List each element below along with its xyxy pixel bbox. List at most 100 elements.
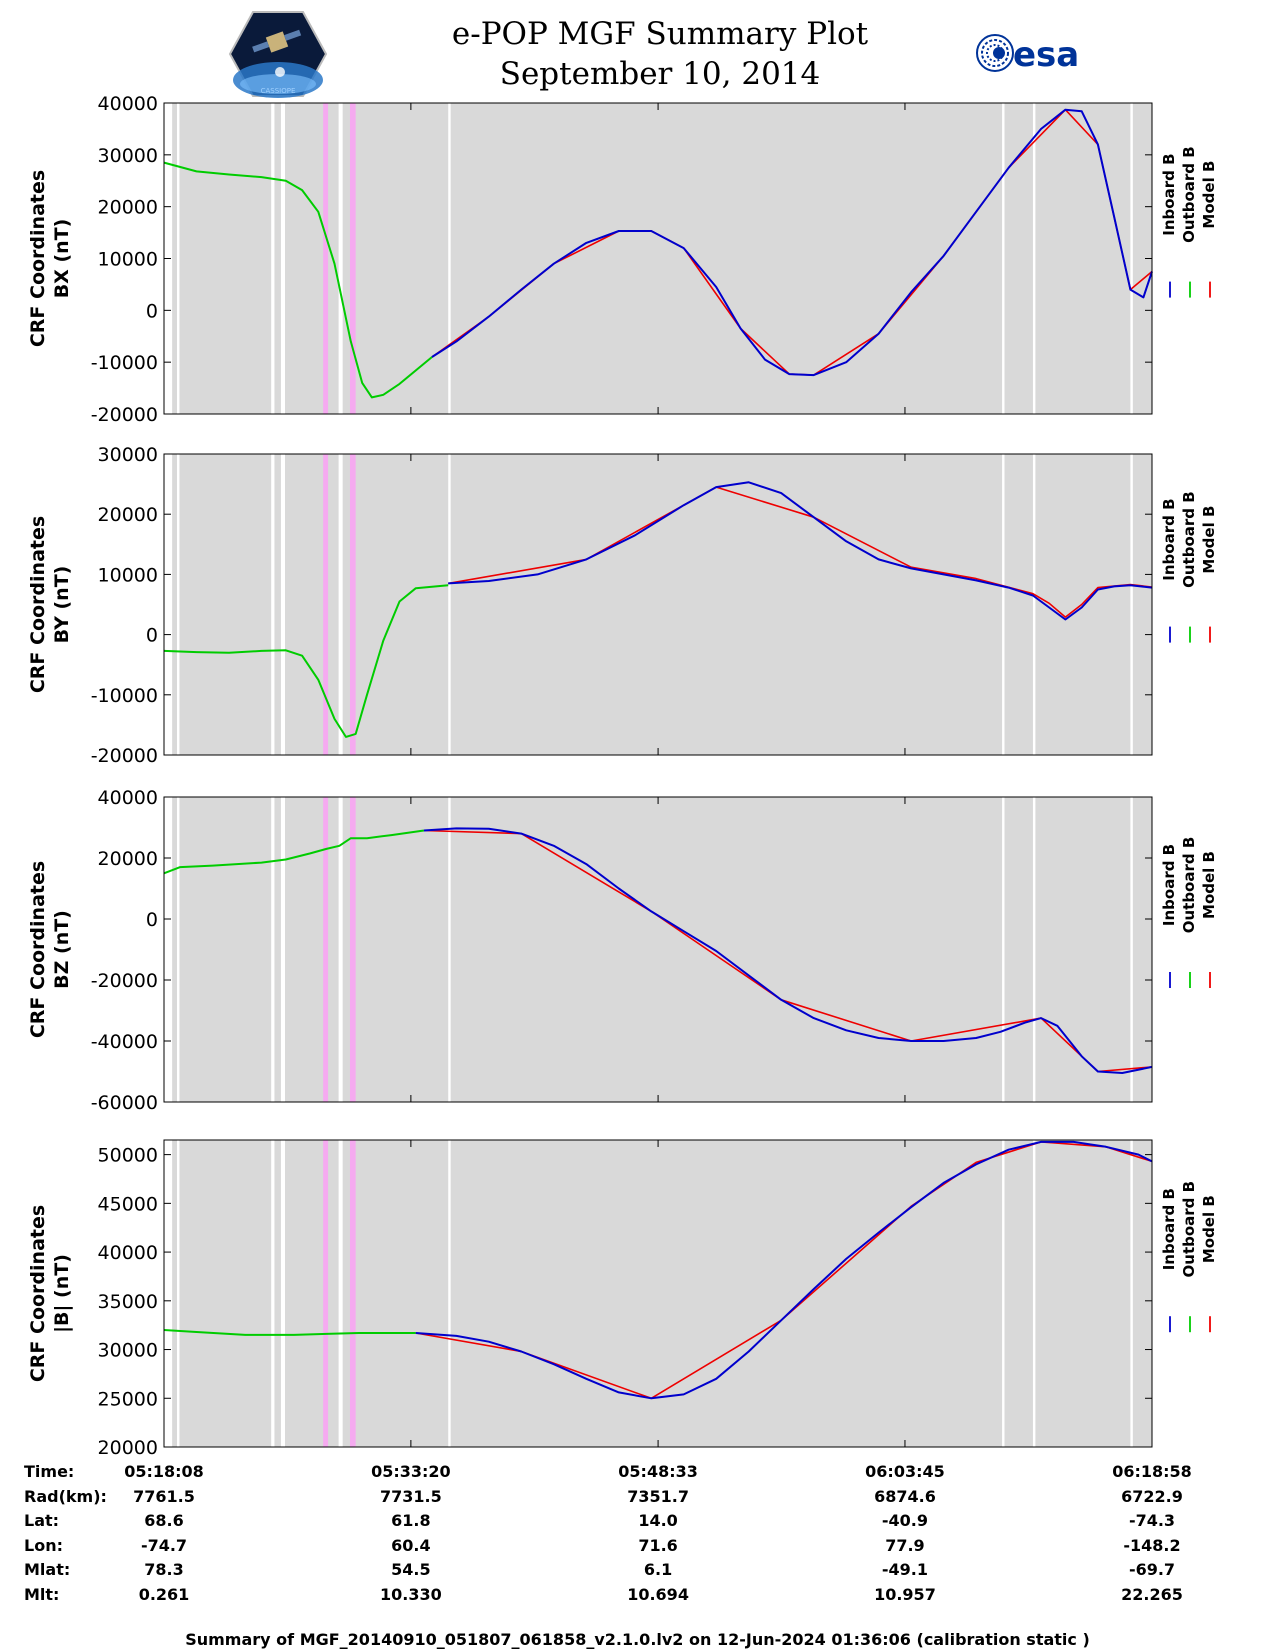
y-tick-label: 0 <box>146 300 158 322</box>
event-band <box>323 454 329 755</box>
data-gap-band <box>1002 103 1005 414</box>
info-cell: -74.7 <box>140 1535 188 1555</box>
info-row-label: Lat: <box>24 1511 60 1530</box>
y-axis-sublabel: BY (nT) <box>51 566 73 644</box>
y-tick-label: 45000 <box>98 1193 158 1215</box>
y-tick-label: 20000 <box>98 848 158 870</box>
data-gap-band <box>271 797 275 1102</box>
y-tick-label: 10000 <box>98 249 158 271</box>
data-gap-band <box>448 103 451 414</box>
info-row-label: Mlt: <box>24 1584 60 1604</box>
data-gap-band <box>448 797 451 1102</box>
y-tick-label: 50000 <box>98 1145 158 1167</box>
data-gap-band <box>338 103 343 414</box>
y-tick-label: -10000 <box>91 685 158 707</box>
y-axis-sublabel: BX (nT) <box>51 219 73 299</box>
data-gap-band <box>271 1140 275 1447</box>
legend-label-model-b: Model B <box>1200 161 1218 229</box>
y-axis-label: CRF Coordinates <box>27 170 49 347</box>
panel-1: 40000 30000 20000 10000 0 -10000 -20000 CRF Coo… <box>27 93 1218 426</box>
y-tick-label: 20000 <box>98 197 158 219</box>
legend-label-model-b: Model B <box>1200 506 1218 574</box>
y-tick-label: 0 <box>146 909 158 931</box>
info-row-label: Rad(km): <box>24 1486 107 1506</box>
data-gap-band <box>280 1140 286 1447</box>
esa-logo: esa <box>976 34 1079 75</box>
data-gap-band <box>164 454 173 755</box>
info-cell: 7351.7 <box>627 1486 689 1506</box>
y-tick-label: -60000 <box>91 1092 158 1114</box>
y-axis-label: CRF Coordinates <box>27 861 49 1038</box>
info-cell: -49.1 <box>881 1560 929 1579</box>
info-row-label: Mlat: <box>24 1560 71 1579</box>
info-cell: 10.694 <box>627 1584 689 1604</box>
page-title: e-POP MGF Summary Plot September 10, 201… <box>340 14 980 94</box>
legend-label-model-b: Model B <box>1200 851 1218 919</box>
data-gap-band <box>1130 103 1133 414</box>
y-tick-label: 30000 <box>98 444 158 466</box>
panel-2: 30000 20000 10000 0 -10000 -20000 CRF Coordina… <box>27 444 1218 767</box>
y-tick-label: 0 <box>146 625 158 647</box>
info-cell: -74.3 <box>1128 1511 1176 1530</box>
footer-summary: Summary of MGF_20140910_051807_061858_v2… <box>185 1630 1090 1649</box>
data-gap-band <box>338 1140 343 1447</box>
info-row-label: Time: <box>24 1462 75 1481</box>
info-cell: 10.957 <box>874 1584 936 1604</box>
y-tick-label: 40000 <box>98 787 158 809</box>
info-row-label: Lon: <box>24 1535 63 1555</box>
panel-4: 50000 45000 40000 35000 30000 25000 20000 CRF C… <box>27 1139 1218 1459</box>
legend-label-inboard-b: Inboard B <box>1160 844 1178 926</box>
y-axis-sublabel: BZ (nT) <box>51 910 73 989</box>
legend-label-model-b: Model B <box>1200 1195 1218 1263</box>
legend-label-outboard-b: Outboard B <box>1180 491 1198 588</box>
data-gap-band <box>164 797 173 1102</box>
event-band <box>323 103 329 414</box>
cassiope-caption: CASSIOPE <box>261 87 296 95</box>
data-gap-band <box>1032 1140 1036 1447</box>
info-cell: 22.265 <box>1121 1584 1183 1604</box>
data-gap-band <box>271 103 275 414</box>
y-tick-label: 35000 <box>98 1291 158 1313</box>
info-cell: 05:33:20 <box>371 1462 451 1481</box>
event-band <box>349 454 356 755</box>
esa-emblem-icon <box>976 34 1014 72</box>
info-cell: 10.330 <box>380 1584 442 1604</box>
info-cell: 68.6 <box>144 1511 184 1530</box>
info-cell: 6.1 <box>643 1560 673 1579</box>
data-gap-band <box>338 797 343 1102</box>
info-cell: 7731.5 <box>380 1486 442 1506</box>
series-line-outboard-b <box>163 1329 416 1336</box>
info-cell: 54.5 <box>391 1560 431 1579</box>
info-cell: 14.0 <box>638 1511 678 1530</box>
data-gap-band <box>338 454 343 755</box>
y-tick-label: 30000 <box>98 145 158 167</box>
esa-wordmark: esa <box>1013 35 1079 75</box>
data-gap-band <box>1002 797 1005 1102</box>
plot-background <box>164 103 1152 414</box>
series-line-inboard-b <box>448 481 1153 621</box>
series-line-outboard-b <box>163 584 449 738</box>
data-gap-band <box>1002 1140 1005 1447</box>
data-gap-band <box>176 1140 180 1447</box>
mgf-summary-plots: 40000 30000 20000 10000 0 -10000 -20000 CRF Coo… <box>27 93 1218 1459</box>
data-gap-band <box>448 454 451 755</box>
data-gap-band <box>271 454 275 755</box>
legend-label-outboard-b: Outboard B <box>1180 1181 1198 1278</box>
series-line-inboard-b <box>415 1140 1153 1400</box>
data-gap-band <box>448 1140 451 1447</box>
event-band <box>323 797 329 1102</box>
y-tick-label: 40000 <box>98 1242 158 1264</box>
series-line-outboard-b <box>163 161 433 399</box>
orbit-info-table: Time: Rad(km): Lat: Lon: Mlat: Mlt: 05:18:08 77… <box>0 1462 1275 1622</box>
data-gap-band <box>280 797 286 1102</box>
legend-label-inboard-b: Inboard B <box>1160 153 1178 235</box>
y-axis-sublabel: |B| (nT) <box>51 1254 73 1333</box>
info-cell: 0.261 <box>138 1584 190 1604</box>
data-gap-band <box>1130 454 1133 755</box>
title-line-1: e-POP MGF Summary Plot <box>451 16 869 52</box>
info-cell: 06:03:45 <box>865 1462 945 1481</box>
title-line-2: September 10, 2014 <box>499 56 821 92</box>
info-cell: 6874.6 <box>874 1486 936 1506</box>
info-cell: 06:18:58 <box>1112 1462 1192 1481</box>
series-line-inboard-b <box>423 827 1153 1074</box>
